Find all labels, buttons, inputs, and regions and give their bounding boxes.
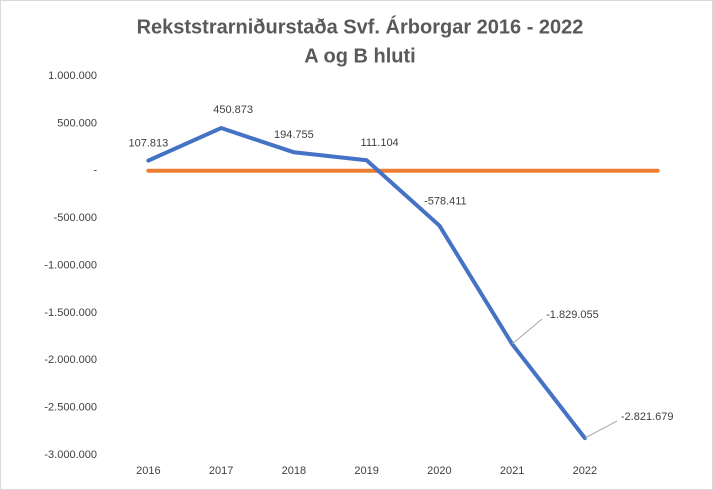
y-tick-label: -3.000.000	[44, 449, 97, 461]
y-tick-label: -2.500.000	[44, 402, 97, 414]
leader-line	[511, 318, 543, 345]
y-tick-label: 1.000.000	[48, 70, 97, 82]
data-label: -578.411	[424, 195, 467, 207]
chart-subtitle: A og B hluti	[304, 45, 415, 67]
y-tick-label: 500.000	[57, 117, 97, 129]
data-label: 111.104	[361, 137, 399, 149]
x-tick-label: 2020	[427, 465, 451, 477]
y-tick-label: -1.000.000	[44, 259, 97, 271]
y-tick-label: -500.000	[54, 212, 97, 224]
data-label: 450.873	[213, 104, 253, 116]
y-tick-label: -	[93, 165, 97, 177]
data-label: 194.755	[274, 129, 314, 141]
y-tick-label: -1.500.000	[44, 307, 97, 319]
x-tick-label: 2017	[209, 465, 233, 477]
data-label: 107.813	[128, 137, 168, 149]
x-tick-label: 2018	[282, 465, 306, 477]
y-tick-label: -2.000.000	[44, 354, 97, 366]
x-tick-label: 2019	[354, 465, 378, 477]
leader-line	[584, 420, 618, 439]
x-tick-label: 2021	[500, 465, 524, 477]
x-tick-label: 2022	[573, 465, 597, 477]
series-line	[146, 126, 587, 441]
data-label: -1.829.055	[546, 309, 599, 321]
chart-title: Rekststrarniðurstaða Svf. Árborgar 2016 …	[137, 15, 584, 38]
x-tick-label: 2016	[136, 465, 160, 477]
data-label: -2.821.679	[621, 411, 674, 423]
